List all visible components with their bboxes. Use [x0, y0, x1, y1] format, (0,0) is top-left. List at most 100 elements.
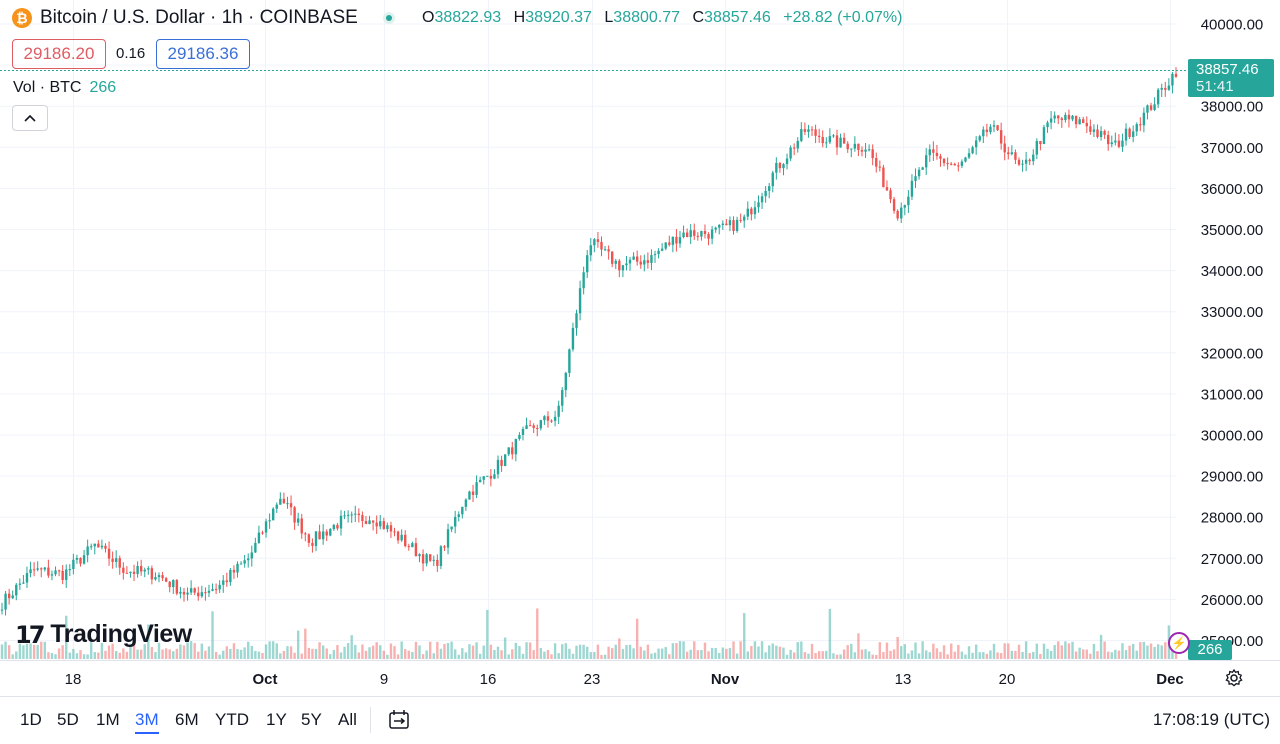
volume-bar [532, 650, 535, 659]
tradingview-logo-mark: 17 [15, 620, 45, 649]
volume-bar [525, 642, 528, 659]
volume-bar [375, 642, 378, 659]
candle-body [307, 534, 311, 543]
candle-body [735, 219, 739, 231]
change-value: +28.82 (+0.07%) [783, 9, 903, 26]
volume-bar [350, 635, 353, 659]
candle-body [850, 148, 853, 150]
volume-bar [396, 654, 400, 659]
volume-price-badge: 266 [1188, 640, 1232, 660]
volume-bar [450, 641, 453, 659]
chart-settings-button[interactable] [1222, 666, 1246, 690]
candle-body [1032, 154, 1035, 162]
volume-bar [11, 654, 14, 659]
time-tick-label: 9 [380, 671, 388, 688]
volume-bar [200, 643, 204, 659]
candle-body [914, 176, 917, 181]
volume-bar [250, 645, 253, 659]
candle-body [718, 224, 721, 228]
candle-body [1035, 141, 1039, 155]
utc-clock[interactable]: 17:08:19 (UTC) [1152, 710, 1270, 729]
volume-bar [389, 643, 393, 659]
volume-bar [714, 648, 717, 659]
volume-bar [1049, 650, 1053, 659]
candle-body [1135, 124, 1138, 132]
range-1y-button[interactable]: 1Y [266, 710, 287, 729]
candle-body [47, 567, 50, 576]
volume-bar [32, 644, 36, 659]
volume-bar [828, 608, 832, 659]
candle-body [978, 136, 981, 141]
volume-bar [932, 643, 935, 659]
candle-body [1124, 128, 1128, 141]
volume-bar [707, 651, 710, 659]
volume-bar [864, 649, 867, 659]
symbol-title[interactable]: Bitcoin / U.S. Dollar · 1h · COINBASE [40, 7, 358, 28]
candle-body [407, 546, 410, 548]
sell-button[interactable]: 29186.20 [12, 39, 106, 69]
volume-bar [18, 643, 22, 659]
high-label: H [513, 9, 526, 26]
range-3m-button[interactable]: 3M [135, 710, 159, 734]
volume-bar [65, 615, 68, 659]
candle-body [557, 405, 560, 417]
candle-body [1131, 131, 1135, 137]
candle-body [404, 534, 407, 547]
volume-bar [1107, 651, 1110, 659]
volume-bar [247, 641, 250, 659]
candle-body [211, 589, 214, 591]
volume-bar [835, 654, 839, 659]
candle-body [493, 474, 496, 479]
volume-bar [496, 646, 500, 659]
date-range-button[interactable] [386, 706, 414, 734]
candle-body [792, 147, 796, 149]
candle-body [375, 522, 378, 527]
volume-bar [800, 641, 803, 659]
live-status-icon [383, 12, 395, 24]
candle-body [11, 595, 14, 599]
volume-bar [432, 653, 435, 659]
volume-bar [607, 646, 610, 659]
volume-bars [0, 608, 1178, 659]
lightning-icon[interactable]: ⚡ [1168, 632, 1190, 654]
candle-body [668, 242, 671, 245]
volume-bar [925, 650, 928, 659]
candle-body [607, 249, 610, 252]
volume-bar [571, 653, 575, 659]
range-all-button[interactable]: All [338, 710, 357, 729]
volume-bar [436, 641, 439, 659]
price-tick-label: 28000.00 [1201, 510, 1264, 527]
candle-body [468, 491, 471, 500]
candle-body [239, 563, 243, 565]
range-1m-button[interactable]: 1M [96, 710, 120, 729]
candle-body [753, 207, 757, 215]
volume-bar [846, 645, 849, 659]
collapse-legend-button[interactable] [12, 105, 48, 131]
range-5y-button[interactable]: 5Y [301, 710, 322, 729]
price-tick-label: 36000.00 [1201, 181, 1264, 198]
candle-body [989, 126, 992, 133]
volume-bar [393, 646, 396, 659]
volume-bar [635, 618, 639, 659]
volume-bar [660, 648, 664, 659]
volume-bar [710, 647, 714, 659]
range-5d-button[interactable]: 5D [57, 710, 79, 729]
volume-bar [1139, 642, 1142, 659]
candle-body [832, 135, 835, 137]
volume-bar [900, 646, 903, 659]
range-1d-button[interactable]: 1D [20, 710, 42, 729]
range-6m-button[interactable]: 6M [175, 710, 199, 729]
candle-body [835, 135, 839, 148]
candle-body [728, 220, 732, 226]
buy-button[interactable]: 29186.36 [156, 39, 250, 69]
volume-bar [79, 650, 82, 659]
time-tick-label: 16 [480, 671, 497, 688]
volume-bar [1085, 649, 1088, 659]
candle-body [1049, 118, 1053, 123]
candle-body [500, 459, 503, 466]
candle-body [660, 248, 664, 251]
candle-body [486, 475, 489, 477]
tradingview-logo[interactable]: 17 TradingView [15, 620, 192, 649]
range-ytd-button[interactable]: YTD [215, 710, 249, 729]
